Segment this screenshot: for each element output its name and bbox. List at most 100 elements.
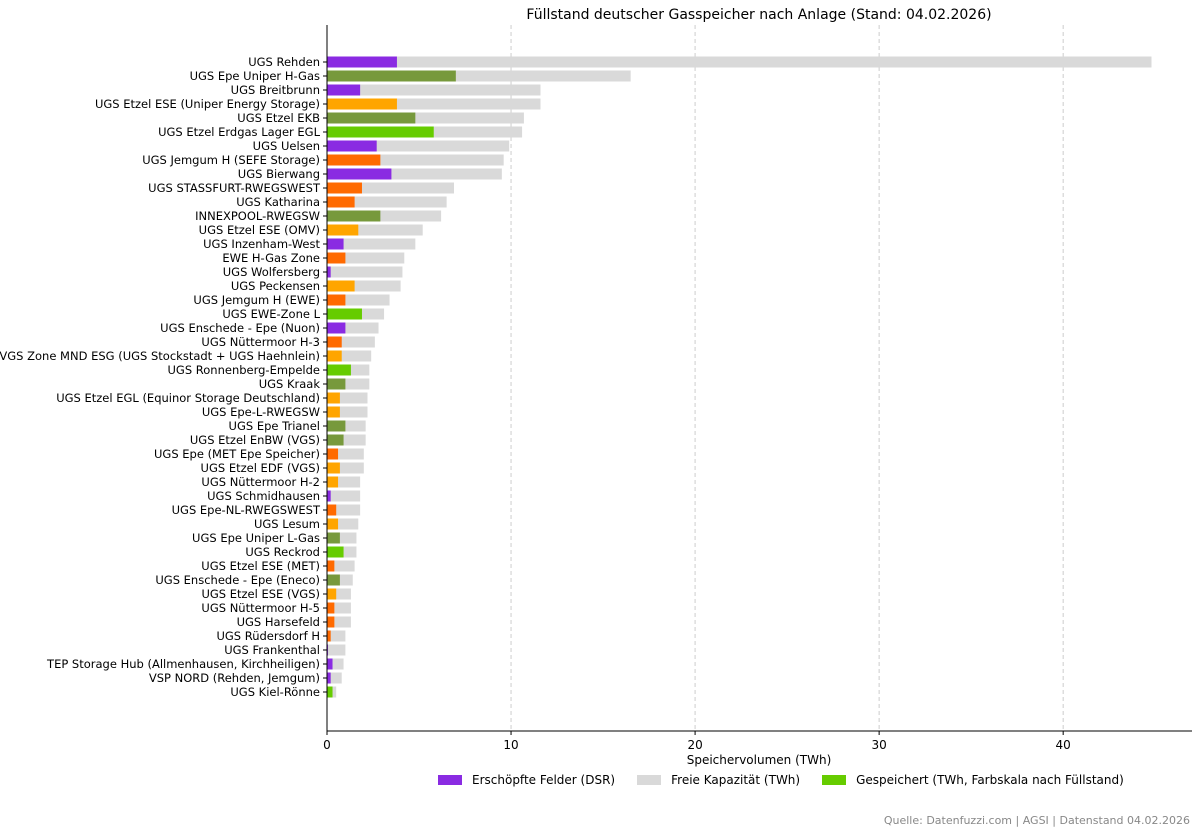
bar-capacity-29 bbox=[327, 462, 364, 474]
x-gridlines bbox=[510, 25, 1064, 731]
bar-capacity-30 bbox=[327, 476, 361, 488]
y-tick-label-23: UGS Kraak bbox=[259, 377, 321, 391]
bar-capacity-25 bbox=[327, 406, 368, 418]
bar-stored-30 bbox=[327, 476, 339, 488]
bar-capacity-33 bbox=[327, 518, 359, 530]
x-tick-labels: 0 10 20 30 40 bbox=[323, 731, 1071, 752]
bar-stored-14 bbox=[327, 252, 346, 264]
y-tick-label-31: UGS Schmidhausen bbox=[207, 489, 320, 503]
bar-capacity-39 bbox=[327, 602, 351, 614]
bar-stored-9 bbox=[327, 182, 362, 194]
bar-capacity-7 bbox=[327, 154, 504, 166]
legend-item-stored: Gespeichert (TWh, Farbskala nach Füllsta… bbox=[822, 773, 1124, 787]
y-tick-label-3: UGS Etzel ESE (Uniper Energy Storage) bbox=[95, 97, 320, 111]
bar-stored-39 bbox=[327, 602, 335, 614]
y-tick-label-22: UGS Ronnenberg-Empelde bbox=[168, 363, 321, 377]
bar-stored-31 bbox=[327, 490, 331, 502]
bar-capacity-28 bbox=[327, 448, 364, 460]
y-tick-label-12: UGS Etzel ESE (OMV) bbox=[199, 223, 320, 237]
bars-group bbox=[327, 56, 1152, 698]
bar-capacity-43 bbox=[327, 658, 344, 670]
bar-capacity-11 bbox=[327, 210, 442, 222]
bar-stored-40 bbox=[327, 616, 335, 628]
bar-capacity-40 bbox=[327, 616, 351, 628]
bar-stored-33 bbox=[327, 518, 339, 530]
x-tick-label-10: 10 bbox=[503, 738, 518, 752]
y-tick-label-20: UGS Nüttermoor H-3 bbox=[201, 335, 320, 349]
bar-stored-12 bbox=[327, 224, 359, 236]
bar-capacity-44 bbox=[327, 672, 342, 684]
y-tick-label-6: UGS Uelsen bbox=[253, 139, 320, 153]
y-tick-label-40: UGS Harsefeld bbox=[237, 615, 320, 629]
bar-capacity-38 bbox=[327, 588, 351, 600]
y-tick-label-38: UGS Etzel ESE (VGS) bbox=[201, 587, 320, 601]
x-tick-label-0: 0 bbox=[323, 738, 331, 752]
bar-stored-3 bbox=[327, 98, 397, 110]
bar-capacity-32 bbox=[327, 504, 361, 516]
legend-label-dsr: Erschöpfte Felder (DSR) bbox=[472, 773, 616, 787]
y-tick-label-42: UGS Frankenthal bbox=[224, 643, 320, 657]
y-tick-label-36: UGS Etzel ESE (MET) bbox=[201, 559, 320, 573]
y-tick-label-0: UGS Rehden bbox=[248, 55, 320, 69]
legend-item-free: Freie Kapazität (TWh) bbox=[637, 773, 800, 787]
y-tick-label-4: UGS Etzel EKB bbox=[237, 111, 320, 125]
bar-stored-45 bbox=[327, 686, 333, 698]
bar-capacity-34 bbox=[327, 532, 357, 544]
y-tick-label-16: UGS Peckensen bbox=[231, 279, 320, 293]
bar-stored-20 bbox=[327, 336, 342, 348]
bar-capacity-19 bbox=[327, 322, 379, 334]
bar-capacity-9 bbox=[327, 182, 454, 194]
y-tick-label-30: UGS Nüttermoor H-2 bbox=[201, 475, 320, 489]
bar-capacity-13 bbox=[327, 238, 416, 250]
bar-capacity-6 bbox=[327, 140, 510, 152]
bar-capacity-31 bbox=[327, 490, 361, 502]
bar-stored-27 bbox=[327, 434, 344, 446]
bar-capacity-0 bbox=[327, 56, 1152, 68]
bar-capacity-15 bbox=[327, 266, 403, 278]
bar-stored-23 bbox=[327, 378, 346, 390]
source-note: Quelle: Datenfuzzi.com | AGSI | Datensta… bbox=[883, 814, 1190, 827]
y-tick-label-14: EWE H-Gas Zone bbox=[222, 251, 320, 265]
y-tick-label-18: UGS EWE-Zone L bbox=[222, 307, 320, 321]
bar-stored-28 bbox=[327, 448, 339, 460]
y-tick-label-17: UGS Jemgum H (EWE) bbox=[193, 293, 320, 307]
bar-capacity-8 bbox=[327, 168, 502, 180]
bar-capacity-10 bbox=[327, 196, 447, 208]
y-tick-label-9: UGS STASSFURT-RWEGSWEST bbox=[148, 181, 321, 195]
x-tick-label-20: 20 bbox=[687, 738, 702, 752]
bar-capacity-23 bbox=[327, 378, 370, 390]
bar-capacity-17 bbox=[327, 294, 390, 306]
legend-swatch-free bbox=[637, 775, 662, 785]
y-tick-label-13: UGS Inzenham-West bbox=[203, 237, 320, 251]
bar-stored-43 bbox=[327, 658, 333, 670]
bar-capacity-3 bbox=[327, 98, 541, 110]
y-tick-label-7: UGS Jemgum H (SEFE Storage) bbox=[142, 153, 320, 167]
y-tick-label-45: UGS Kiel-Rönne bbox=[230, 685, 320, 699]
x-tick-label-30: 30 bbox=[871, 738, 886, 752]
bar-stored-29 bbox=[327, 462, 340, 474]
bar-stored-2 bbox=[327, 84, 361, 96]
axes bbox=[326, 25, 1192, 732]
legend: Erschöpfte Felder (DSR) Freie Kapazität … bbox=[438, 773, 1146, 787]
bar-stored-13 bbox=[327, 238, 344, 250]
legend-swatch-stored bbox=[822, 775, 847, 785]
bar-stored-38 bbox=[327, 588, 337, 600]
legend-swatch-dsr bbox=[438, 775, 462, 785]
bar-capacity-1 bbox=[327, 70, 631, 82]
bar-capacity-37 bbox=[327, 574, 353, 586]
bar-stored-6 bbox=[327, 140, 377, 152]
y-tick-label-15: UGS Wolfersberg bbox=[223, 265, 320, 279]
y-tick-label-35: UGS Reckrod bbox=[245, 545, 320, 559]
bar-stored-44 bbox=[327, 672, 331, 684]
chart-title: Füllstand deutscher Gasspeicher nach Anl… bbox=[526, 7, 991, 23]
legend-item-dsr: Erschöpfte Felder (DSR) bbox=[438, 773, 615, 787]
y-tick-label-5: UGS Etzel Erdgas Lager EGL bbox=[158, 125, 320, 139]
bar-stored-19 bbox=[327, 322, 346, 334]
bar-stored-10 bbox=[327, 196, 355, 208]
bar-stored-16 bbox=[327, 280, 355, 292]
bar-stored-7 bbox=[327, 154, 381, 166]
y-tick-label-41: UGS Rüdersdorf H bbox=[216, 629, 320, 643]
y-tick-label-26: UGS Epe Trianel bbox=[229, 419, 320, 433]
y-tick-label-24: UGS Etzel EGL (Equinor Storage Deutschla… bbox=[56, 391, 320, 405]
